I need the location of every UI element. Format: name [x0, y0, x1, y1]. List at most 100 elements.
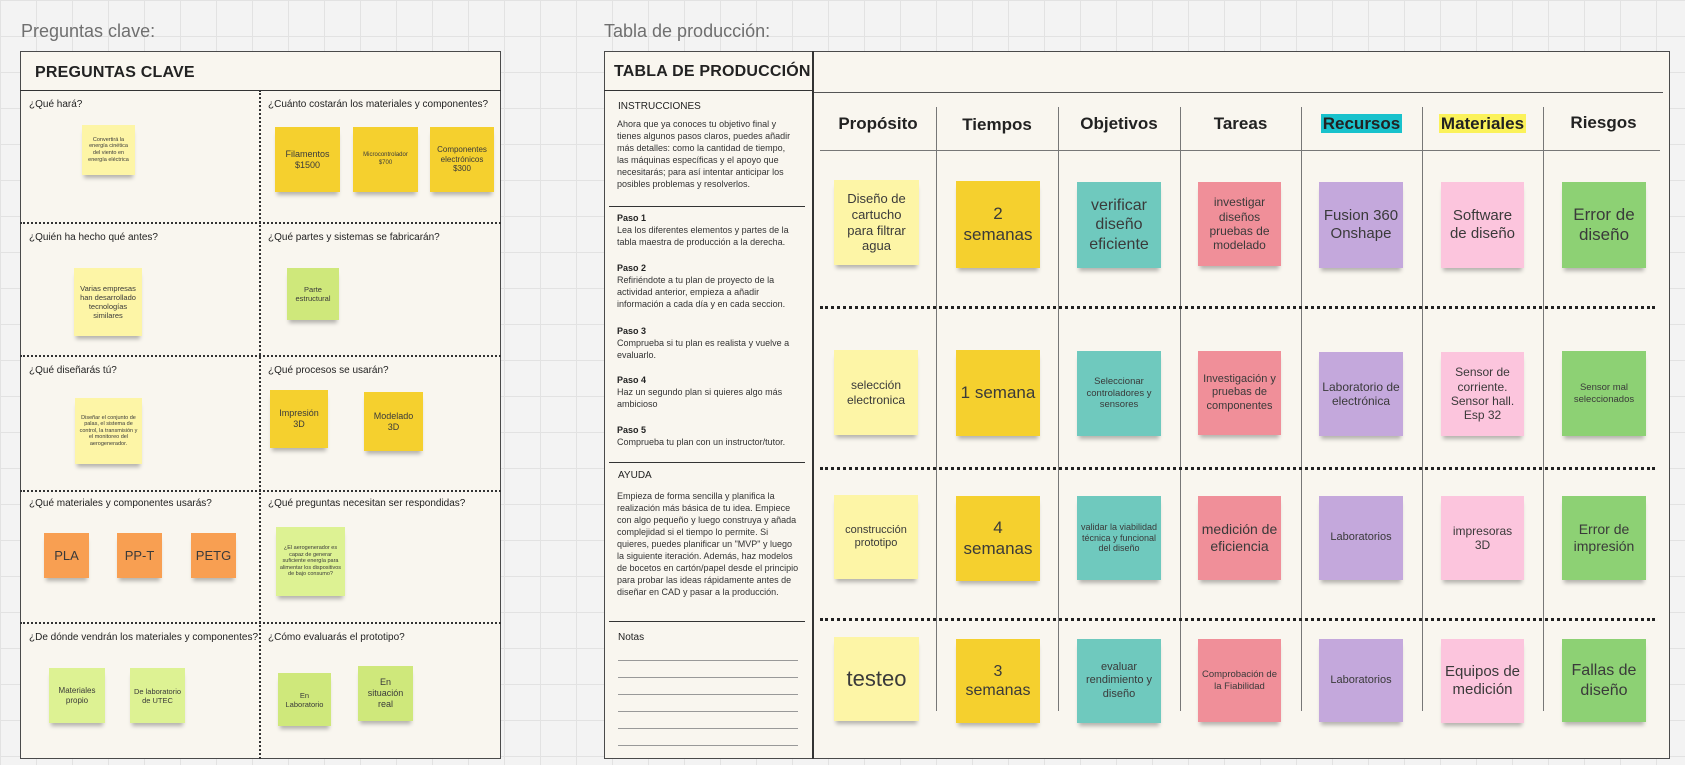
- sticky-note[interactable]: Investigación y pruebas de componentes: [1198, 351, 1281, 435]
- step-5: Paso 5 Comprueba tu plan con un instructo…: [617, 424, 799, 448]
- sticky-note[interactable]: Microcontrolador $700: [353, 127, 418, 192]
- table-column-divider: [1058, 107, 1059, 711]
- preguntas-clave-title: PREGUNTAS CLAVE: [35, 64, 195, 81]
- sticky-note[interactable]: 4 semanas: [956, 496, 1040, 581]
- sticky-note[interactable]: Fusion 360 Onshape: [1319, 182, 1403, 268]
- sidebar-divider: [609, 462, 805, 463]
- column-header-tareas: Tareas: [1213, 114, 1268, 133]
- column-header-objetivos: Objetivos: [1080, 114, 1158, 133]
- sticky-note[interactable]: Laboratorios: [1319, 639, 1403, 722]
- table-row-divider: [820, 618, 1655, 621]
- sticky-note[interactable]: validar la viabilidad técnica y funciona…: [1077, 496, 1161, 580]
- column-divider: [259, 90, 261, 759]
- question-quien-ha-hecho: ¿Quién ha hecho qué antes?: [29, 232, 158, 243]
- question-que-procesos: ¿Qué procesos se usarán?: [268, 365, 389, 376]
- sticky-note[interactable]: Laboratorio de electrónica: [1319, 352, 1403, 436]
- step-text: Lea los diferentes elementos y partes de…: [617, 225, 789, 247]
- question-que-partes: ¿Qué partes y sistemas se fabricarán?: [268, 232, 440, 243]
- table-row-divider: [820, 467, 1655, 470]
- sticky-note[interactable]: Laboratorios: [1319, 496, 1403, 580]
- sticky-note[interactable]: PLA: [44, 533, 89, 578]
- question-de-donde: ¿De dónde vendrán los materiales y compo…: [29, 632, 259, 643]
- sticky-note[interactable]: Impresión 3D: [270, 390, 328, 448]
- column-header-proposito: Propósito: [838, 114, 918, 133]
- sidebar-divider: [812, 51, 814, 759]
- header-divider: [820, 150, 1660, 151]
- step-title: Paso 4: [617, 375, 647, 385]
- table-column-divider: [1543, 107, 1544, 711]
- question-como-evaluaras: ¿Cómo evaluarás el prototipo?: [268, 632, 405, 643]
- sticky-note[interactable]: Componentes electrónicos $300: [430, 127, 494, 192]
- instructions-title: INSTRUCCIONES: [618, 101, 701, 112]
- step-4: Paso 4 Haz un segundo plan si quieres alg…: [617, 374, 799, 410]
- question-que-disenaras: ¿Qué diseñarás tú?: [29, 365, 117, 376]
- row-divider: [20, 622, 501, 624]
- notes-title: Notas: [618, 632, 645, 643]
- sticky-note[interactable]: ¿El aerogenerador es capaz de generar su…: [276, 527, 345, 596]
- sticky-note[interactable]: evaluar rendimiento y diseño: [1077, 639, 1161, 723]
- sticky-note[interactable]: Sensor de corriente. Sensor hall. Esp 32: [1441, 352, 1524, 436]
- sticky-note[interactable]: 2 semanas: [956, 181, 1040, 268]
- step-title: Paso 5: [617, 425, 647, 435]
- sticky-note[interactable]: verificar diseño eficiente: [1077, 182, 1161, 268]
- step-text: Comprueba si tu plan es realista y vuelv…: [617, 338, 790, 360]
- sticky-note[interactable]: Materiales propio: [49, 668, 105, 723]
- sticky-note[interactable]: Parte estructural: [287, 268, 339, 320]
- table-column-divider: [1422, 107, 1423, 711]
- tabla-produccion-label: Tabla de producción:: [604, 21, 771, 41]
- sticky-note[interactable]: Error de diseño: [1562, 182, 1646, 268]
- sticky-note[interactable]: Filamentos $1500: [275, 127, 340, 192]
- tabla-produccion-title: TABLA DE PRODUCCIÓN: [614, 63, 811, 80]
- question-cuanto-costaran: ¿Cuánto costarán los materiales y compon…: [268, 99, 489, 110]
- sticky-note[interactable]: Diseño de cartucho para filtrar agua: [834, 180, 919, 265]
- sticky-note[interactable]: De laboratorio de UTEC: [130, 668, 185, 723]
- sticky-note[interactable]: investigar diseños pruebas de modelado: [1198, 182, 1281, 266]
- notes-line: [618, 728, 798, 729]
- sticky-note[interactable]: Diseñar el conjunto de palas, el sistema…: [75, 398, 142, 464]
- step-title: Paso 2: [617, 263, 647, 273]
- sticky-note[interactable]: Convertirá la energía cinética del vient…: [82, 125, 135, 175]
- step-text: Refiriéndote a tu plan de proyecto de la…: [617, 275, 786, 309]
- sticky-note[interactable]: En Laboratorio: [278, 673, 331, 726]
- table-column-divider: [1180, 107, 1181, 711]
- column-header-label: Materiales: [1438, 114, 1527, 133]
- sticky-note[interactable]: Seleccionar controladores y sensores: [1077, 351, 1161, 436]
- sticky-note[interactable]: Sensor mal seleccionados: [1562, 351, 1646, 436]
- sticky-note[interactable]: Equipos de medición: [1441, 639, 1524, 723]
- sticky-note[interactable]: Varias empresas han desarrollado tecnolo…: [74, 268, 142, 336]
- step-text: Comprueba tu plan con un instructor/tuto…: [617, 437, 786, 447]
- title-divider: [604, 90, 814, 91]
- notes-line: [618, 711, 798, 712]
- row-divider: [20, 490, 501, 492]
- sticky-note[interactable]: 3 semanas: [956, 639, 1040, 723]
- sticky-note[interactable]: En situación real: [358, 666, 413, 721]
- sticky-note[interactable]: Software de diseño: [1441, 182, 1524, 268]
- sticky-note[interactable]: construcción prototipo: [834, 495, 918, 579]
- row-divider: [20, 355, 501, 357]
- sticky-note[interactable]: 1 semana: [956, 350, 1040, 436]
- step-3: Paso 3 Comprueba si tu plan es realista y…: [617, 325, 799, 361]
- step-text: Haz un segundo plan si quieres algo más …: [617, 387, 783, 409]
- sticky-note[interactable]: testeo: [834, 637, 919, 721]
- step-1: Paso 1 Lea los diferentes elementos y par…: [617, 212, 799, 248]
- sticky-note[interactable]: medición de eficiencia: [1198, 496, 1281, 580]
- table-column-divider: [936, 107, 937, 711]
- sticky-note[interactable]: Fallas de diseño: [1562, 639, 1646, 722]
- sticky-note[interactable]: PP-T: [117, 533, 162, 578]
- notes-line: [618, 745, 798, 746]
- question-que-preguntas: ¿Qué preguntas necesitan ser respondidas…: [268, 498, 466, 509]
- sticky-note[interactable]: Error de impresión: [1562, 496, 1646, 580]
- table-column-divider: [1301, 107, 1302, 711]
- sticky-note[interactable]: impresoras 3D: [1441, 496, 1524, 580]
- sticky-note[interactable]: Modelado 3D: [364, 392, 423, 451]
- help-title: AYUDA: [618, 470, 652, 481]
- sticky-note[interactable]: Comprobación de la Fiabilidad: [1198, 639, 1281, 722]
- sticky-note[interactable]: selección electronica: [834, 350, 918, 435]
- step-2: Paso 2 Refiriéndote a tu plan de proyecto…: [617, 262, 799, 310]
- sidebar-divider: [609, 621, 805, 622]
- step-title: Paso 3: [617, 326, 647, 336]
- sidebar-divider: [609, 206, 805, 207]
- column-header-riesgos: Riesgos: [1570, 113, 1637, 132]
- question-que-materiales: ¿Qué materiales y componentes usarás?: [29, 498, 212, 509]
- sticky-note[interactable]: PETG: [191, 533, 236, 578]
